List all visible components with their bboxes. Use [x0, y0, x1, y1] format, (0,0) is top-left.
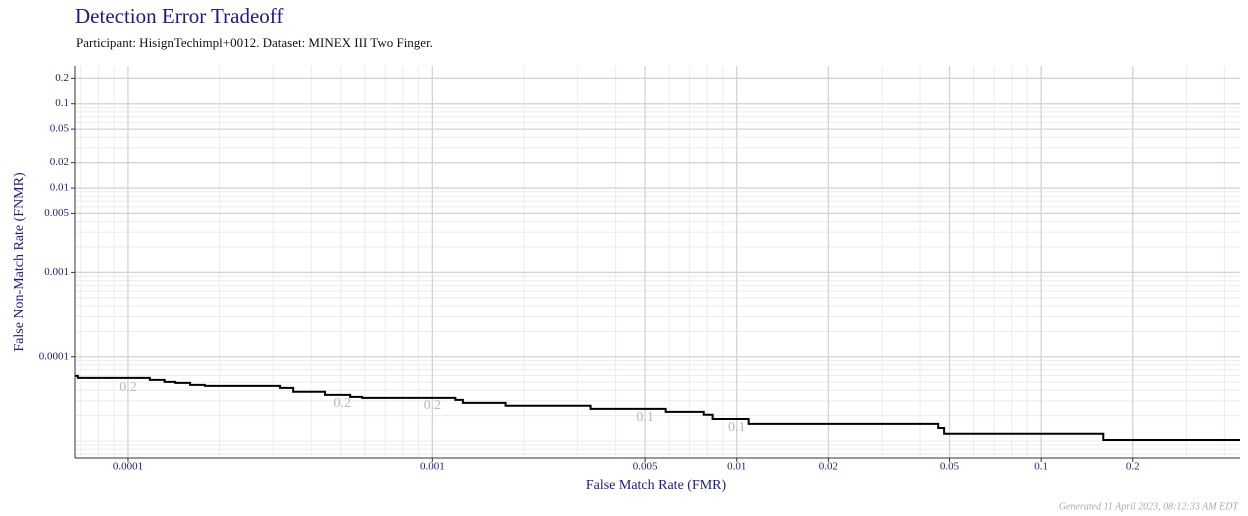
chart-title: Detection Error Tradeoff	[75, 4, 283, 28]
x-tick-label: 0.01	[727, 461, 746, 473]
y-tick-label: 0.005	[44, 207, 69, 219]
x-tick-label: 0.005	[633, 461, 658, 473]
threshold-label: 0.1	[728, 420, 746, 435]
footer: Generated 11 April 2023, 08:12:33 AM EDT	[1059, 501, 1240, 512]
x-tick-label: 0.1	[1034, 461, 1048, 473]
y-axis-label: False Non-Match Rate (FNMR)	[12, 172, 27, 352]
y-tick-label: 0.0001	[39, 350, 69, 362]
y-tick-label: 0.1	[55, 97, 69, 109]
y-tick-label: 0.2	[55, 72, 69, 84]
threshold-label: 0.2	[334, 396, 352, 411]
x-tick-label: 0.0001	[113, 461, 143, 473]
det-curve	[75, 374, 1240, 441]
threshold-label: 0.2	[424, 398, 442, 413]
y-tick-label: 0.001	[44, 266, 69, 278]
x-tick-label: 0.001	[420, 461, 445, 473]
threshold-label: 0.2	[119, 380, 137, 395]
y-tick-label: 0.02	[50, 156, 69, 168]
y-tick-label: 0.01	[50, 182, 69, 194]
chart-subtitle: Participant: HisignTechimpl+0012. Datase…	[76, 35, 433, 50]
x-tick-label: 0.2	[1126, 461, 1140, 473]
y-tick-label: 0.05	[50, 123, 70, 135]
threshold-label: 0.1	[636, 410, 654, 425]
x-axis-label: False Match Rate (FMR)	[586, 478, 727, 493]
x-tick-label: 0.05	[940, 461, 960, 473]
x-tick-label: 0.02	[819, 461, 838, 473]
